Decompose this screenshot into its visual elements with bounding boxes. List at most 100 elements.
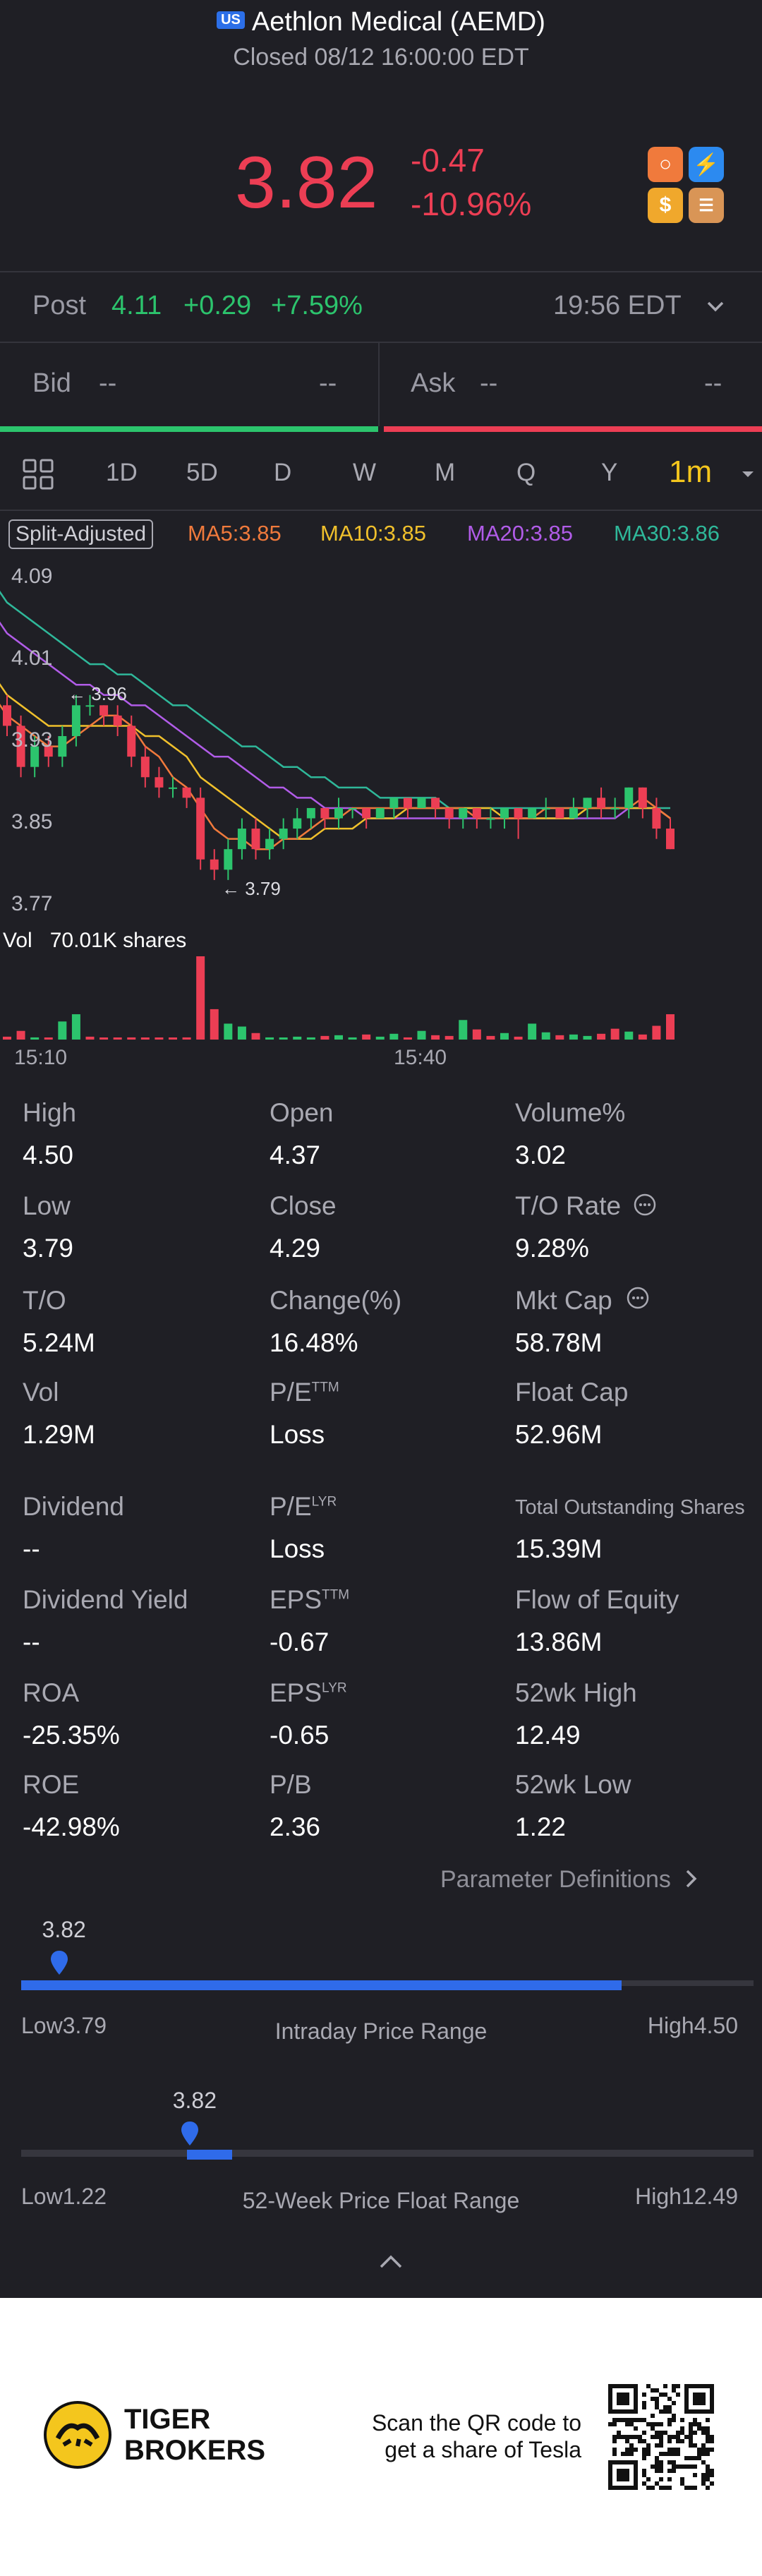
moomoo-icon[interactable]: ○: [648, 147, 683, 182]
post-time[interactable]: 19:56 EDT: [553, 291, 682, 320]
stat-label: T/O Rate: [515, 1191, 621, 1221]
split-adjusted-toggle[interactable]: Split-Adjusted: [8, 519, 154, 549]
candle: [293, 807, 302, 839]
location-pin-icon: [181, 2121, 198, 2145]
stat-label-text: 52wk High: [515, 1678, 637, 1707]
intraday-low-label: Low: [21, 2013, 63, 2038]
volume-bar: [362, 1034, 371, 1040]
caret-down-icon[interactable]: [739, 466, 756, 486]
stat-label-text: P/E: [270, 1492, 312, 1521]
intraday-high: High4.50: [648, 2013, 738, 2039]
stat-label-text: Dividend Yield: [23, 1585, 188, 1614]
candle: [71, 694, 80, 747]
tab-1d[interactable]: 1D: [106, 459, 138, 486]
candle: [140, 746, 150, 788]
low-marker-label: 3.79: [245, 878, 281, 899]
chevron-up-icon[interactable]: [378, 2253, 404, 2273]
candle: [514, 807, 523, 839]
volume-bar: [389, 1033, 399, 1040]
tab-m[interactable]: M: [435, 459, 456, 486]
volume-bar: [569, 1034, 578, 1040]
volume-bar: [403, 1037, 412, 1040]
qr-code[interactable]: [608, 2384, 714, 2490]
stat-value: 58.78M: [515, 1328, 603, 1357]
bid-size: --: [319, 368, 337, 398]
volume-bar: [528, 1023, 537, 1040]
page-title: US Aethlon Medical (AEMD): [0, 7, 762, 37]
ma10-label: MA10:3.85: [320, 521, 426, 546]
week52-low-value: 1.22: [62, 2184, 107, 2209]
intraday-range-fill: [21, 1980, 622, 1990]
volume-bar: [58, 1021, 67, 1040]
stat-label-text: ROA: [23, 1678, 80, 1707]
stat-label: High: [23, 1098, 76, 1128]
tab-5d[interactable]: 5D: [186, 459, 218, 486]
bid-label: Bid: [32, 368, 71, 398]
stat-value: 4.50: [23, 1140, 74, 1169]
candlestick-chart[interactable]: [0, 558, 762, 925]
stock-title: Aethlon Medical (AEMD): [251, 7, 545, 37]
stat-label: P/ELYR: [270, 1492, 337, 1522]
divider: [0, 342, 762, 343]
stat-label: Dividend: [23, 1492, 124, 1522]
tab-q[interactable]: Q: [516, 459, 536, 486]
stat-label-suffix: TTM: [322, 1587, 350, 1603]
stat-label-text: Open: [270, 1098, 334, 1127]
ma30-label: MA30:3.86: [614, 521, 720, 546]
candle: [155, 766, 164, 798]
volume-bar: [472, 1029, 481, 1040]
intraday-low-value: 3.79: [62, 2013, 107, 2038]
week52-current-price: 3.82: [172, 2088, 217, 2113]
high-marker-label: 3.96: [91, 683, 127, 704]
stat-label-text: High: [23, 1098, 77, 1127]
stat-label: Flow of Equity: [515, 1585, 679, 1615]
dollar-icon[interactable]: $: [648, 188, 683, 223]
stat-label: Close: [270, 1191, 337, 1221]
flash-icon[interactable]: ⚡: [689, 147, 724, 182]
stat-value: 13.86M: [515, 1627, 603, 1656]
price-change: -0.47: [411, 142, 485, 179]
tab-w[interactable]: W: [353, 459, 377, 486]
location-pin-icon: [50, 1951, 68, 1975]
volume-bar: [265, 1037, 274, 1040]
candle: [638, 787, 647, 819]
stat-value: 9.28%: [515, 1234, 589, 1263]
volume-bar: [652, 1025, 661, 1040]
stat-label-text: Vol: [23, 1378, 59, 1407]
volume-bar: [71, 1014, 80, 1040]
tab-1m[interactable]: 1m: [669, 455, 713, 489]
stat-label: ROE: [23, 1770, 79, 1800]
books-icon[interactable]: ☰: [689, 188, 724, 223]
bid-ask-separator: [378, 343, 380, 426]
candle: [58, 726, 67, 767]
bid-strength-bar: [0, 426, 378, 432]
volume-bar: [583, 1035, 592, 1040]
week52-range-track: [21, 2150, 754, 2157]
info-icon[interactable]: [633, 1193, 657, 1220]
tab-y[interactable]: Y: [601, 459, 618, 486]
volume-bar: [85, 1036, 95, 1040]
layout-grid-icon[interactable]: [21, 457, 56, 496]
candle: [348, 807, 357, 819]
intraday-high-value: 4.50: [694, 2013, 738, 2038]
tab-d[interactable]: D: [274, 459, 292, 486]
volume-bar: [3, 1036, 11, 1040]
info-icon[interactable]: [626, 1286, 650, 1313]
stat-label-text: EPS: [270, 1678, 322, 1707]
parameter-definitions-link[interactable]: Parameter Definitions: [440, 1866, 700, 1894]
intraday-low: Low3.79: [21, 2013, 107, 2039]
stat-label-text: Float Cap: [515, 1378, 629, 1407]
stat-label: Volume%: [515, 1098, 625, 1128]
chevron-down-icon[interactable]: [704, 295, 727, 321]
stat-label-suffix: TTM: [311, 1380, 339, 1395]
candle: [306, 807, 315, 829]
volume-bar: [99, 1037, 109, 1040]
week52-low-label: Low: [21, 2184, 63, 2209]
stat-label: Total Outstanding Shares: [515, 1496, 745, 1519]
candle: [583, 798, 592, 819]
candle: [99, 705, 109, 726]
volume-bar: [30, 1037, 40, 1040]
y-tick-label: 3.93: [11, 728, 53, 752]
candle: [16, 715, 25, 778]
stat-label-text: P/B: [270, 1770, 312, 1799]
